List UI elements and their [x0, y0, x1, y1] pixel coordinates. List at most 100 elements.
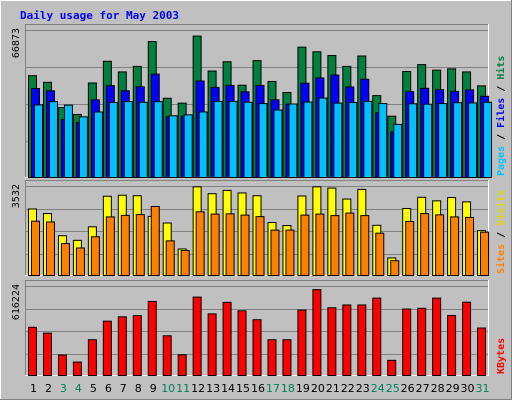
bar-sites-day-3: [60, 243, 70, 277]
x-tick-label-day-7: 7: [120, 382, 127, 395]
legend-separator: /: [496, 80, 507, 98]
legend-entry-sites: Sites: [495, 244, 507, 274]
bar-kbytes-day-23: [357, 304, 367, 376]
bar-kbytes-day-30: [462, 301, 472, 376]
legend-text: Sites / Visits: [495, 190, 507, 274]
bar-pages-day-2: [48, 101, 58, 178]
bar-sites-day-10: [165, 240, 175, 276]
bar-kbytes-day-27: [417, 307, 427, 377]
legend-separator: /: [496, 226, 507, 244]
legend-separator: /: [496, 128, 507, 146]
x-tick-label-day-3: 3: [60, 382, 67, 395]
x-tick-label-day-20: 20: [311, 382, 325, 395]
bar-sites-day-23: [360, 215, 370, 276]
x-tick-label-day-14: 14: [221, 382, 235, 395]
bars: [28, 289, 487, 377]
bar-pages-day-17: [273, 109, 283, 178]
x-tick-label-day-13: 13: [206, 382, 220, 395]
bar-pages-day-21: [333, 102, 343, 178]
bar-sites-day-27: [420, 213, 430, 277]
x-tick-label-day-17: 17: [266, 382, 280, 395]
bar-sites-day-12: [195, 211, 205, 277]
x-tick-label-day-18: 18: [281, 382, 295, 395]
bar-sites-day-7: [120, 214, 130, 277]
bar-pages-day-9: [153, 101, 163, 178]
bar-sites-day-19: [300, 214, 310, 276]
bar-sites-day-1: [31, 220, 40, 277]
bar-pages-day-16: [258, 103, 268, 178]
x-tick-label-day-28: 28: [431, 382, 445, 395]
bar-kbytes-day-31: [477, 327, 487, 377]
bar-sites-day-31: [480, 231, 490, 276]
y-axis-max-label: 66873: [11, 28, 22, 58]
x-tick-label-day-29: 29: [446, 382, 460, 395]
bar-sites-day-16: [255, 216, 265, 277]
chart-title: Daily usage for May 2003: [20, 9, 179, 22]
bar-pages-day-25: [393, 123, 403, 178]
bar-kbytes-day-3: [57, 354, 67, 376]
bar-sites-day-17: [270, 229, 280, 277]
bar-kbytes-day-9: [147, 300, 157, 376]
bar-sites-day-8: [135, 214, 145, 276]
legend-entry-kbytes: KBytes: [496, 338, 507, 374]
legend-entry-visits: Visits: [495, 190, 507, 226]
bar-sites-day-15: [240, 214, 250, 276]
bar-pages-day-4: [78, 116, 88, 178]
bar-kbytes-day-18: [282, 339, 292, 377]
bar-sites-day-11: [180, 250, 190, 276]
bars: [28, 35, 493, 179]
legend-kbytes: KBytes: [496, 338, 507, 374]
x-tick-label-day-16: 16: [251, 382, 265, 395]
bar-kbytes-day-15: [237, 310, 247, 376]
x-tick-label-day-11: 11: [176, 382, 190, 395]
bar-kbytes-day-19: [297, 309, 307, 376]
bar-pages-day-7: [123, 101, 133, 178]
bar-kbytes-day-29: [447, 314, 457, 376]
bar-kbytes-day-1: [28, 326, 37, 377]
x-tick-label-day-30: 30: [461, 382, 475, 395]
bar-kbytes-day-13: [207, 313, 217, 377]
legend-entry-files: Files: [495, 98, 507, 128]
bar-pages-day-26: [408, 103, 418, 178]
bar-sites-day-24: [375, 232, 385, 276]
bar-pages-day-18: [288, 103, 298, 178]
bar-kbytes-day-14: [222, 301, 232, 376]
x-tick-label-day-1: 1: [30, 382, 37, 395]
bar-kbytes-day-16: [252, 319, 262, 376]
bar-sites-day-18: [285, 229, 295, 277]
bar-sites-day-6: [105, 216, 115, 276]
x-tick-label-day-2: 2: [45, 382, 52, 395]
legend-text: Pages / Files / Hits: [495, 56, 507, 176]
x-tick-label-day-23: 23: [356, 382, 370, 395]
x-tick-label-day-25: 25: [386, 382, 400, 395]
bar-kbytes-day-11: [177, 354, 187, 377]
bar-kbytes-day-21: [327, 307, 337, 376]
bar-kbytes-day-25: [387, 359, 397, 377]
bar-sites-day-13: [210, 213, 220, 276]
bar-pages-day-27: [423, 103, 433, 178]
bar-kbytes-day-6: [102, 320, 112, 376]
x-tick-label-day-9: 9: [150, 382, 157, 395]
bar-sites-day-14: [225, 213, 235, 276]
bar-pages-day-29: [453, 102, 463, 178]
bar-pages-day-24: [378, 103, 388, 178]
legend-text: KBytes: [496, 338, 507, 374]
legend-visits_sites: Sites / Visits: [495, 190, 507, 274]
x-tick-label-day-19: 19: [296, 382, 310, 395]
bar-sites-day-9: [150, 205, 160, 276]
bar-sites-day-5: [90, 236, 100, 276]
bar-sites-day-20: [315, 213, 325, 276]
panel-visits_sites: 3532 Sites / Visits: [11, 180, 507, 277]
bar-kbytes-day-28: [432, 297, 442, 376]
bar-sites-day-28: [435, 214, 445, 277]
bar-pages-day-6: [108, 101, 118, 178]
bar-pages-day-14: [228, 100, 238, 178]
bar-pages-day-31: [483, 101, 493, 178]
bar-kbytes-day-17: [267, 339, 277, 377]
bar-kbytes-day-4: [72, 361, 82, 376]
legend-hits_files_pages: Pages / Files / Hits: [495, 56, 507, 176]
bar-kbytes-day-24: [372, 297, 382, 376]
x-tick-label-day-10: 10: [161, 382, 175, 395]
bar-pages-day-23: [363, 100, 373, 178]
